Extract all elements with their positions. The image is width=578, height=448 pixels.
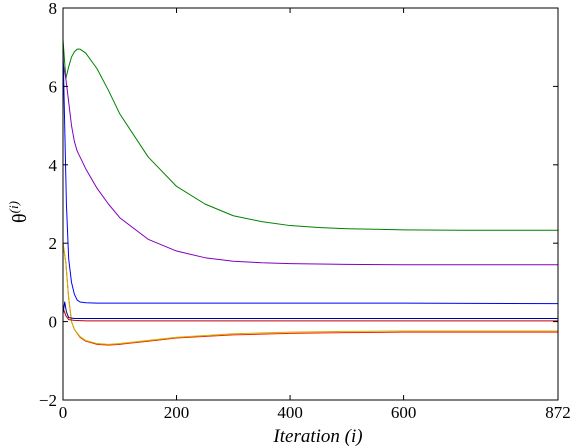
y-tick-label: 2 xyxy=(49,234,58,253)
y-tick-label: 0 xyxy=(49,313,58,332)
x-axis-title: Iteration (i) xyxy=(272,426,362,447)
x-tick-label: 600 xyxy=(391,403,417,422)
y-tick-label: −2 xyxy=(39,391,57,410)
x-tick-label: 872 xyxy=(545,403,571,422)
x-tick-label: 0 xyxy=(59,403,68,422)
axes-frame xyxy=(62,7,559,401)
x-tick-label: 400 xyxy=(277,403,303,422)
y-tick-label: 8 xyxy=(49,0,58,18)
series-line-1 xyxy=(63,39,558,231)
series-line-2 xyxy=(63,62,558,266)
y-axis-title: θ(i) xyxy=(6,201,31,223)
plot-area xyxy=(63,39,558,346)
series-line-6 xyxy=(63,307,558,322)
series-line-3 xyxy=(63,47,558,305)
series-line-7 xyxy=(63,301,558,319)
y-tick-label: 4 xyxy=(49,156,58,175)
y-axis-title-base: θ xyxy=(9,213,31,223)
series-group xyxy=(63,39,558,346)
x-tick-label: 200 xyxy=(164,403,190,422)
y-axis-title-superscript: (i) xyxy=(6,201,21,213)
y-tick-label: 6 xyxy=(49,77,58,96)
